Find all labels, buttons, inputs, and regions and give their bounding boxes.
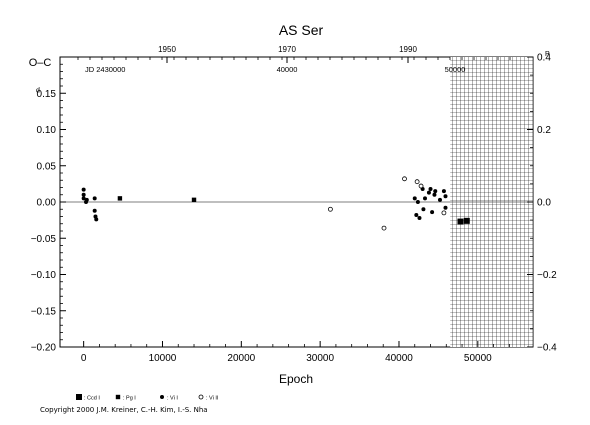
x-tick-label: 50000 — [464, 353, 492, 364]
copyright-text: Copyright 2000 J.M. Kreiner, C.-H. Kim, … — [40, 406, 208, 414]
jd-label: 50000 — [445, 65, 466, 74]
x-tick-label: 20000 — [227, 353, 255, 364]
data-point-small-square — [117, 196, 123, 201]
x-tick-label: 30000 — [306, 353, 334, 364]
y-unit-superscript: d — [36, 87, 40, 94]
x-axis-title: Epoch — [279, 372, 313, 386]
data-point-filled-circle — [421, 207, 426, 212]
data-point-filled-circle — [432, 192, 437, 197]
legend-label: : Vi I — [167, 396, 178, 402]
right-tick-label: −0.2 — [537, 270, 557, 281]
data-point-filled-circle — [92, 196, 97, 201]
legend-marker-small-square — [115, 394, 121, 400]
right-tick-label: −0.4 — [537, 343, 557, 354]
y-tick-label: −0.20 — [31, 343, 57, 354]
x-tick-label: 0 — [81, 353, 87, 364]
y-tick-label: 0.10 — [37, 125, 57, 136]
data-point-small-square — [191, 197, 197, 203]
y-tick-label: 0.05 — [37, 161, 57, 172]
data-point-filled-circle — [415, 200, 420, 204]
data-point-open-circle — [381, 225, 387, 231]
y-tick-label: −0.15 — [31, 306, 57, 317]
data-point-filled-circle — [428, 186, 433, 191]
right-tick-label: 0.4 — [537, 53, 551, 64]
data-point-filled-circle — [81, 192, 86, 197]
data-point-open-circle — [327, 206, 333, 212]
data-point-filled-circle — [433, 189, 438, 194]
data-point-filled-circle — [422, 196, 427, 201]
data-point-filled-circle — [443, 205, 448, 210]
legend-marker-filled-circle — [160, 395, 164, 399]
jd-label: 40000 — [277, 65, 298, 74]
data-point-open-circle — [441, 210, 447, 216]
data-point-filled-circle — [414, 213, 419, 218]
right-tick-label: 0.2 — [537, 125, 551, 136]
data-point-filled-circle — [84, 197, 89, 202]
data-point-filled-circle — [81, 187, 86, 192]
top-year-label: 1950 — [158, 45, 176, 54]
legend-label: : Pg I — [123, 396, 136, 402]
legend-marker-open-circle — [198, 394, 204, 400]
y-tick-label: 0.15 — [37, 89, 57, 100]
legend-label: : Vi II — [206, 396, 219, 402]
data-point-open-circle — [414, 179, 420, 185]
legend-label: : Ccd I — [84, 396, 100, 402]
data-point-filled-circle — [417, 215, 422, 220]
data-point-filled-circle — [426, 190, 431, 195]
data-point-open-circle — [402, 176, 407, 182]
y-tick-label: −0.05 — [31, 234, 57, 245]
data-point-filled-circle — [437, 197, 442, 202]
axes: 0 10000 20000 30000 40000 50000 0.15 0.10 0.05 0.… — [31, 45, 557, 402]
legend-marker-big-square — [76, 394, 82, 400]
y-axis-title: O–C — [29, 57, 52, 69]
chart-title: AS Ser — [279, 22, 324, 38]
data-point-filled-circle — [92, 208, 97, 213]
data-point-filled-circle — [441, 189, 446, 194]
data-point-filled-circle — [443, 194, 448, 199]
top-year-label: 1970 — [278, 45, 296, 54]
data-point-big-square — [457, 218, 464, 225]
data-point-filled-circle — [94, 217, 99, 222]
y-tick-label: −0.10 — [31, 270, 57, 281]
data-point-filled-circle — [81, 196, 86, 201]
y-tick-label: 0.00 — [37, 198, 57, 209]
data-point-filled-circle — [430, 210, 435, 215]
jd-label: JD 2430000 — [85, 65, 125, 74]
x-tick-label: 40000 — [385, 353, 413, 364]
data-point-filled-circle — [412, 196, 417, 201]
right-unit-superscript: P — [545, 51, 550, 58]
data-point-open-circle — [418, 183, 424, 189]
data-points — [81, 176, 470, 231]
top-year-label: 1990 — [399, 45, 417, 54]
right-tick-label: 0.0 — [537, 198, 551, 209]
data-point-big-square — [463, 217, 470, 224]
x-tick-label: 10000 — [149, 353, 177, 364]
